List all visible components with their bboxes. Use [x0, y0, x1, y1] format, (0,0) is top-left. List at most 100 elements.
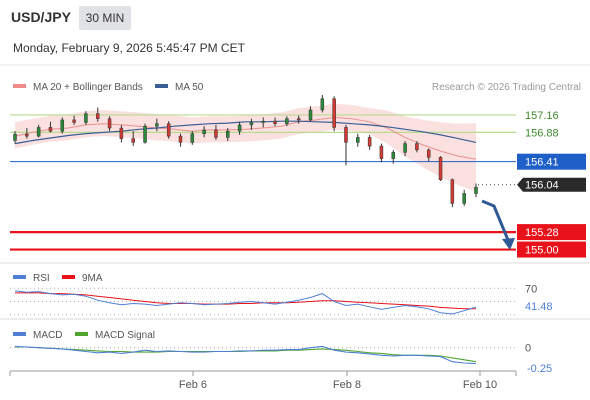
x-axis-ticks: Feb 6 Feb 8 Feb 10	[179, 371, 497, 391]
candle	[296, 115, 301, 124]
candle-body	[72, 119, 76, 123]
candle-body	[273, 120, 277, 124]
candle-body	[426, 149, 431, 158]
candle	[36, 124, 41, 138]
ma20-line	[14, 116, 477, 160]
rsi-legend-swatch	[13, 275, 26, 279]
rsi-ma-legend-label: 9MA	[82, 273, 103, 284]
macd-line	[14, 345, 477, 365]
x-tick-label: Feb 10	[463, 379, 497, 391]
candle-body	[226, 130, 230, 138]
candle	[25, 128, 29, 139]
datetime-label: Monday, February 9, 2026 5:45:47 PM CET	[13, 41, 245, 55]
candle-body	[285, 118, 289, 124]
candle-body	[143, 125, 147, 143]
ma50-legend-label: MA 50	[175, 82, 204, 93]
candle	[131, 131, 135, 147]
macd-signal-line	[15, 346, 477, 363]
pivot-label-box	[517, 153, 586, 170]
candle-body	[320, 98, 325, 111]
candle	[155, 118, 159, 132]
candle-body	[166, 123, 171, 137]
candle	[344, 124, 348, 166]
candle	[426, 148, 431, 162]
moving-averages	[14, 116, 477, 160]
candle-body	[296, 118, 301, 121]
x-tick-label: Feb 8	[333, 379, 361, 391]
candle	[178, 133, 183, 147]
candle	[60, 117, 65, 134]
rsi-tick-70: 70	[525, 283, 537, 295]
timeframe-button[interactable]: 30 MIN	[79, 6, 131, 30]
candle-body	[95, 113, 100, 119]
bollinger-legend-swatch	[13, 84, 26, 88]
candle-body	[202, 129, 206, 134]
candle	[415, 141, 419, 153]
candle-body	[13, 134, 17, 141]
candle	[202, 126, 206, 138]
bollinger-bands	[15, 103, 476, 192]
candlesticks	[13, 95, 478, 208]
candle	[190, 131, 195, 145]
candle	[249, 118, 254, 130]
macd-legend-swatch	[13, 332, 26, 336]
candle	[13, 131, 17, 144]
last-price-label-box	[517, 177, 586, 192]
resistance-label-156.88: 156.88	[525, 127, 559, 139]
candle-body	[155, 123, 159, 127]
candle	[391, 149, 396, 164]
resistance-label-157.16: 157.16	[525, 110, 559, 122]
candle	[119, 124, 124, 143]
candle	[308, 106, 313, 122]
candle-body	[474, 186, 478, 194]
candle-body	[344, 127, 348, 143]
macd-signal-legend-swatch	[75, 332, 88, 336]
candle	[214, 124, 218, 140]
candle-body	[84, 113, 88, 123]
candle-body	[308, 109, 313, 121]
ma50-legend-swatch	[155, 84, 168, 88]
candle-body	[261, 120, 265, 123]
rsi-legend-label: RSI	[33, 273, 50, 284]
candle-body	[190, 133, 195, 143]
support-label-text-155.00: 155.00	[525, 245, 559, 257]
support-label-box-155.28	[517, 224, 586, 241]
candle-body	[249, 122, 254, 126]
macd-signal-legend-label: MACD Signal	[95, 330, 155, 341]
last-price-label-text: 156.04	[525, 180, 559, 192]
candle-body	[450, 179, 455, 204]
x-tick-label: Feb 6	[179, 379, 207, 391]
candle-body	[415, 143, 419, 151]
candle-body	[60, 119, 65, 132]
candle-body	[332, 98, 336, 128]
price-level-labels: 157.16 156.88 156.41 156.04 155.28 155.00	[517, 110, 586, 258]
pivot-label-text: 156.41	[525, 157, 559, 169]
candle	[438, 156, 443, 181]
symbol-title: USD/JPY	[11, 9, 71, 25]
macd-legend-label: MACD	[33, 330, 62, 341]
candle-body	[214, 129, 218, 138]
candle-body	[403, 143, 407, 153]
candle-body	[391, 152, 396, 159]
rsi-value-label: 41.48	[525, 301, 553, 313]
credit-label: Research © 2026 Trading Central	[432, 82, 581, 93]
candle-body	[36, 127, 41, 137]
support-label-box-155.00	[517, 241, 586, 258]
candle	[48, 121, 53, 133]
candle-body	[131, 138, 135, 143]
candle	[320, 95, 325, 113]
rsi-ma-legend-swatch	[62, 275, 75, 279]
candle-body	[379, 145, 384, 159]
candle-body	[119, 127, 124, 139]
candle	[450, 178, 455, 208]
candle	[474, 183, 478, 198]
candle-body	[48, 127, 53, 132]
candle	[143, 123, 147, 144]
candle	[379, 143, 384, 163]
candle	[356, 133, 360, 147]
candle	[462, 189, 466, 206]
macd-tick-0: 0	[525, 343, 531, 355]
rsi-lines: 70 41.48	[10, 283, 553, 316]
